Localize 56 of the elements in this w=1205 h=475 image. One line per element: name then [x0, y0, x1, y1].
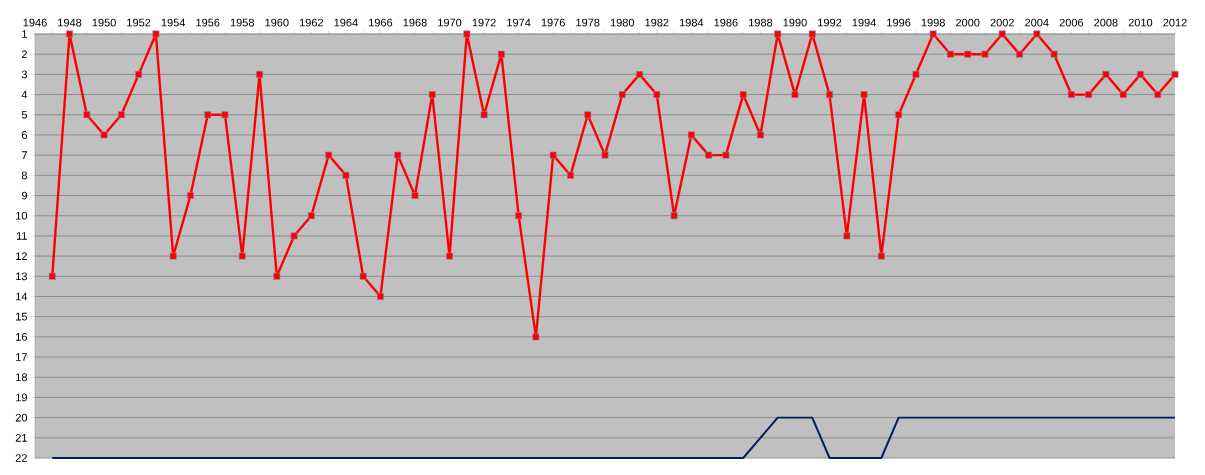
x-tick-label: 1964 — [334, 18, 358, 27]
x-tick-label: 1986 — [714, 18, 738, 27]
y-tick-label: 12 — [16, 252, 27, 260]
x-tick-label: 1982 — [645, 18, 669, 27]
y-tick-label: 22 — [15, 454, 27, 462]
x-tick-label: 1978 — [576, 18, 600, 27]
y-tick-label: 16 — [16, 332, 28, 341]
y-tick-label: 15 — [16, 312, 28, 321]
x-tick-label: 1996 — [887, 18, 911, 27]
x-tick-label: 1972 — [472, 18, 496, 27]
y-tick-label: 5 — [21, 110, 28, 119]
x-tick-label: 1954 — [161, 18, 186, 27]
x-tick-label: 2008 — [1094, 18, 1118, 27]
x-tick-label: 2010 — [1128, 18, 1153, 27]
x-tick-label: 1946 — [23, 18, 47, 27]
y-tick-label: 8 — [21, 171, 28, 180]
y-tick-label: 20 — [15, 413, 28, 422]
y-tick-label: 18 — [16, 373, 28, 382]
y-tick-label: 7 — [21, 151, 27, 159]
x-tick-label: 1994 — [852, 18, 876, 27]
x-tick-label: 1948 — [58, 18, 82, 27]
y-tick-label: 1 — [22, 30, 27, 38]
x-tick-label: 2000 — [956, 18, 980, 27]
x-tick-label: 1960 — [265, 18, 289, 27]
y-tick-label: 3 — [21, 70, 28, 79]
y-tick-label: 21 — [15, 433, 27, 442]
y-tick-label: 14 — [16, 292, 28, 301]
x-tick-label: 2004 — [1025, 18, 1049, 27]
y-tick-label: 6 — [21, 131, 28, 139]
y-tick-label: 4 — [21, 90, 28, 99]
x-tick-label: 1976 — [541, 18, 565, 27]
x-tick-label: 1970 — [438, 18, 462, 27]
y-tick-label: 17 — [16, 353, 27, 361]
y-tick-label: 10 — [16, 211, 28, 220]
y-tick-label: 13 — [16, 272, 28, 281]
x-tick-label: 1962 — [299, 18, 324, 27]
x-tick-label: 1950 — [92, 18, 116, 27]
x-tick-label: 1968 — [403, 18, 427, 27]
x-tick-label: 1952 — [127, 18, 151, 27]
x-tick-label: 1980 — [610, 18, 635, 27]
y-tick-label: 2 — [21, 50, 27, 59]
x-tick-label: 1966 — [369, 18, 393, 27]
x-tick-label: 2012 — [1163, 18, 1187, 27]
x-tick-label: 1974 — [507, 18, 531, 27]
x-tick-label: 2002 — [990, 18, 1014, 27]
x-tick-label: 1956 — [196, 18, 220, 27]
x-tick-label: 1988 — [749, 18, 773, 27]
y-tick-label: 9 — [21, 191, 27, 200]
x-tick-label: 1958 — [230, 18, 255, 27]
x-tick-label: 1990 — [783, 18, 807, 27]
y-tick-label: 11 — [16, 232, 27, 240]
x-tick-label: 2006 — [1059, 18, 1084, 27]
x-tick-label: 1992 — [818, 18, 842, 27]
x-tick-label: 1998 — [921, 18, 945, 27]
y-tick-label: 19 — [16, 393, 27, 402]
x-tick-label: 1984 — [679, 18, 704, 27]
